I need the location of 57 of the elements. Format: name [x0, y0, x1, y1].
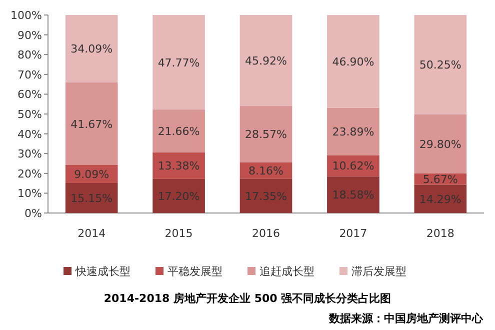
bar [65, 183, 118, 213]
bar [240, 106, 292, 162]
x-tick-label: 2014 [78, 227, 106, 240]
data-label: 45.92% [245, 54, 287, 68]
bar [152, 178, 205, 213]
bar [240, 178, 292, 213]
bar [327, 15, 380, 108]
data-label: 8.16% [248, 164, 284, 178]
data-label: 18.58% [332, 188, 374, 202]
data-label: 15.15% [70, 192, 113, 205]
y-tick-label: 40% [18, 128, 42, 141]
data-label: 34.09% [70, 42, 113, 56]
bar [414, 184, 467, 213]
data-label: 9.09% [74, 168, 110, 182]
bar [65, 82, 118, 166]
data-label: 17.20% [158, 190, 200, 203]
legend-label: 追赶成长型 [260, 265, 314, 278]
bar [327, 108, 380, 156]
y-tick-label: 80% [18, 48, 42, 62]
bar [414, 14, 467, 114]
data-label: 50.25% [419, 58, 462, 72]
bar [65, 15, 118, 82]
bar [152, 110, 205, 152]
y-tick-label: 90% [18, 28, 42, 42]
y-tick-label: 10% [18, 187, 42, 200]
y-tick-label: 70% [18, 68, 42, 82]
bar [414, 114, 467, 174]
data-label: 46.90% [332, 55, 374, 68]
bar [152, 14, 205, 110]
legend-label: 滞后发展型 [352, 265, 406, 278]
legend-label: 平稳发展型 [168, 265, 222, 278]
y-tick-label: 0% [24, 207, 42, 220]
data-label: 47.77% [158, 56, 200, 70]
data-label: 14.29% [419, 192, 462, 206]
y-tick-label: 50% [18, 108, 42, 121]
y-tick-label: 30% [18, 148, 42, 161]
y-tick-label: 100% [10, 9, 42, 22]
x-tick-label: 2016 [252, 227, 280, 240]
data-label: 21.66% [158, 125, 200, 138]
data-label: 29.80% [419, 138, 462, 151]
data-label: 13.38% [158, 160, 200, 173]
data-label: 10.62% [332, 160, 374, 173]
x-tick-label: 2018 [426, 227, 454, 240]
text: 2014-2018 房地产开发企业 500 强不同成长分类占比图 [104, 292, 392, 305]
source-note: 数据来源：中国房地产测评中心 [328, 312, 484, 325]
data-label: 17.35% [245, 190, 287, 203]
data-label: 41.67% [70, 118, 113, 131]
legend-label: 快速成长型 [74, 265, 130, 278]
bar [240, 15, 292, 106]
bar [327, 176, 380, 213]
x-tick-label: 2015 [164, 227, 193, 240]
x-tick-label: 2017 [339, 227, 368, 240]
data-label: 23.89% [332, 126, 374, 139]
data-label: 28.57% [245, 128, 287, 142]
y-tick-label: 60% [18, 88, 42, 102]
data-label: 5.67% [422, 173, 458, 186]
y-tick-label: 20% [18, 167, 42, 180]
